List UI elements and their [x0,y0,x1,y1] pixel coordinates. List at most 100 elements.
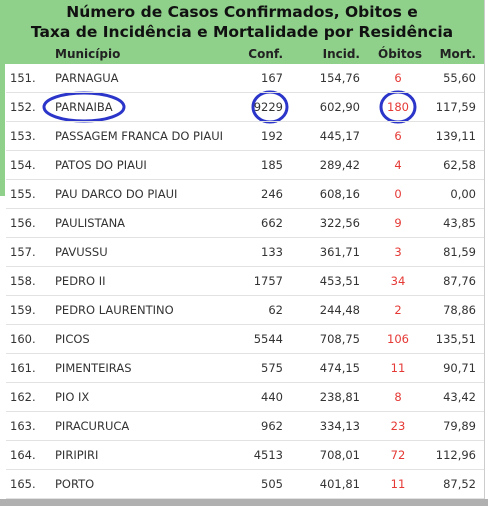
mortality: 117,59 [435,100,476,114]
row-separator [6,411,484,412]
municipality: PAVUSSU [55,245,108,259]
row-number: 159. [10,303,36,317]
incidence: 602,90 [319,100,360,114]
deaths: 0 [394,187,402,201]
column-header: Incid. [322,47,360,61]
municipality: PIRACURUCA [55,419,130,433]
incidence: 608,16 [319,187,360,201]
incidence: 244,48 [319,303,360,317]
confirmed: 192 [261,129,283,143]
column-header: Conf. [248,47,283,61]
row-separator [6,92,484,93]
row-separator [6,179,484,180]
deaths: 4 [394,158,402,172]
row-number: 160. [10,332,36,346]
row-number: 162. [10,390,36,404]
mortality: 81,59 [443,245,476,259]
row-number: 163. [10,419,36,433]
deaths: 6 [394,71,402,85]
confirmed: 1757 [253,274,283,288]
mortality: 55,60 [443,71,476,85]
mortality: 87,76 [443,274,476,288]
municipality: PARNAIBA [55,100,113,114]
row-separator [6,382,484,383]
confirmed: 575 [261,361,283,375]
incidence: 445,17 [319,129,360,143]
deaths: 11 [390,361,406,375]
row-separator [6,150,484,151]
row-number: 158. [10,274,36,288]
row-number: 165. [10,477,36,491]
deaths: 2 [394,303,402,317]
row-separator [6,353,484,354]
row-separator [6,121,484,122]
incidence: 334,13 [319,419,360,433]
incidence: 474,15 [319,361,360,375]
incidence: 289,42 [319,158,360,172]
deaths: 23 [390,419,406,433]
row-number: 151. [10,71,36,85]
incidence: 708,75 [319,332,360,346]
municipality: PASSAGEM FRANCA DO PIAUI [55,129,224,143]
deaths: 106 [387,332,409,346]
row-separator [6,498,484,499]
confirmed: 185 [261,158,283,172]
column-header: Óbitos [378,47,423,61]
row-number: 157. [10,245,36,259]
confirmed: 505 [261,477,283,491]
deaths: 180 [387,100,409,114]
title-line: Número de Casos Confirmados, Obitos e [66,3,418,21]
confirmed: 4513 [253,448,283,462]
row-separator [6,324,484,325]
deaths: 9 [394,216,402,230]
confirmed: 5544 [253,332,283,346]
municipality: PAULISTANA [55,216,126,230]
confirmed: 62 [268,303,283,317]
row-number: 164. [10,448,36,462]
municipality: PIO IX [55,390,90,404]
deaths: 3 [394,245,402,259]
confirmed: 133 [261,245,283,259]
confirmed: 962 [261,419,283,433]
mortality: 90,71 [443,361,476,375]
municipality: PIRIPIRI [55,448,99,462]
municipality: PAU DARCO DO PIAUI [55,187,178,201]
municipality: PATOS DO PIAUI [55,158,147,172]
incidence: 708,01 [319,448,360,462]
confirmed: 246 [261,187,283,201]
mortality: 139,11 [435,129,476,143]
confirmed: 9229 [253,100,283,114]
deaths: 8 [394,390,402,404]
side-stripe [0,64,5,196]
header-band [0,0,484,64]
municipality: PEDRO LAURENTINO [55,303,174,317]
mortality: 79,89 [443,419,476,433]
incidence: 322,56 [319,216,360,230]
row-separator [6,237,484,238]
incidence: 154,76 [319,71,360,85]
confirmed: 167 [261,71,283,85]
mortality: 43,85 [443,216,476,230]
mortality: 112,96 [435,448,476,462]
incidence: 401,81 [319,477,360,491]
deaths: 11 [390,477,406,491]
row-separator [6,208,484,209]
row-number: 156. [10,216,36,230]
row-number: 154. [10,158,36,172]
right-border [484,0,485,500]
row-number: 153. [10,129,36,143]
row-separator [6,469,484,470]
mortality: 78,86 [443,303,476,317]
incidence: 453,51 [319,274,360,288]
row-number: 155. [10,187,36,201]
row-number: 161. [10,361,36,375]
deaths: 34 [390,274,406,288]
mortality: 62,58 [443,158,476,172]
row-separator [6,440,484,441]
confirmed: 662 [261,216,283,230]
mortality: 0,00 [450,187,476,201]
deaths: 72 [390,448,406,462]
municipality: PARNAGUA [55,71,119,85]
column-header: Mort. [439,47,476,61]
